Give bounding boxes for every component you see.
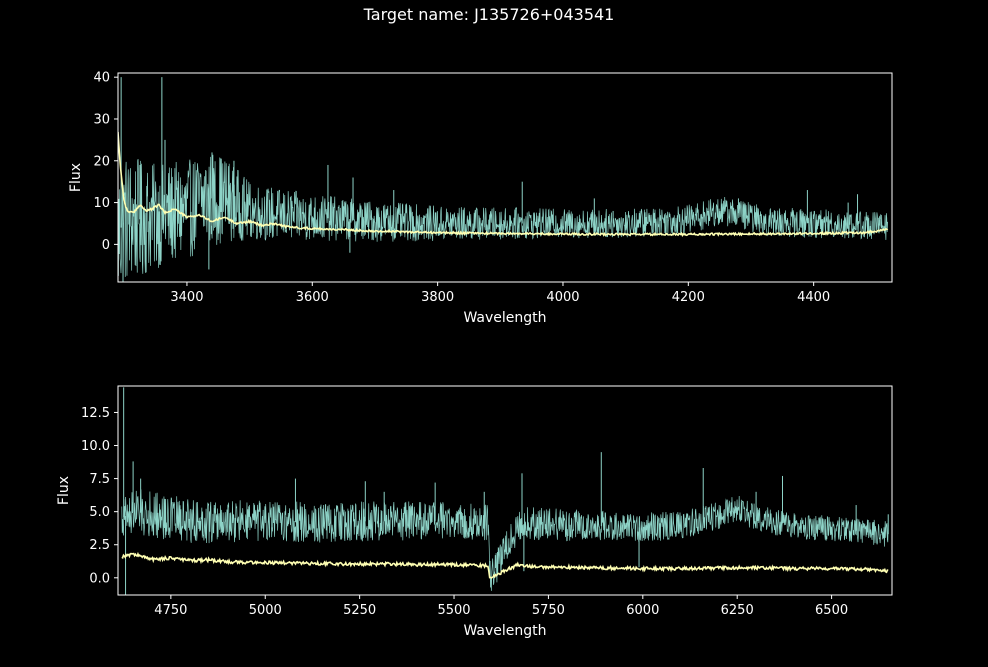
x-tick-label: 5500 <box>437 603 470 618</box>
y-axis-label: Flux <box>68 163 84 192</box>
x-tick-label: 3800 <box>421 290 454 305</box>
x-tick-label: 4000 <box>546 290 579 305</box>
x-tick-label: 4400 <box>797 290 830 305</box>
y-tick-label: 10.0 <box>81 439 110 454</box>
y-tick-label: 30 <box>93 112 110 127</box>
y-tick-label: 40 <box>93 71 110 86</box>
flux-series-line <box>118 154 888 282</box>
x-tick-label: 6250 <box>721 603 754 618</box>
y-tick-label: 20 <box>93 154 110 169</box>
axes-frame <box>117 72 893 283</box>
y-tick-label: 0 <box>102 238 110 253</box>
y-tick-label: 2.5 <box>89 538 110 553</box>
y-tick-label: 5.0 <box>89 505 110 520</box>
y-tick-label: 12.5 <box>81 406 110 421</box>
x-axis-label: Wavelength <box>463 623 546 639</box>
y-tick-label: 7.5 <box>89 472 110 487</box>
axes-frame <box>117 385 893 596</box>
x-tick-label: 3600 <box>296 290 329 305</box>
plot-area <box>121 387 889 595</box>
flux-series-line <box>121 489 889 591</box>
error-series-line <box>118 131 889 238</box>
top-spectrum-panel: 3400 3600 3800 4000 4200 4400 0 10 20 30 40 Wavelen… <box>68 71 893 326</box>
x-axis-label: Wavelength <box>463 310 546 326</box>
x-tick-label: 4200 <box>672 290 705 305</box>
x-tick-label: 5750 <box>532 603 565 618</box>
y-axis-label: Flux <box>56 476 72 505</box>
bottom-spectrum-panel: 4750 5000 5250 5500 5750 6000 6250 6500 0.0 2.5 5.… <box>56 385 893 639</box>
x-tick-label: 3400 <box>170 290 203 305</box>
y-tick-label: 0.0 <box>89 571 110 586</box>
x-tick-label: 6500 <box>815 603 848 618</box>
error-series-line <box>121 551 889 579</box>
y-tick-label: 10 <box>93 196 110 211</box>
x-tick-label: 6000 <box>626 603 659 618</box>
plot-area <box>118 77 889 282</box>
x-tick-label: 4750 <box>154 603 187 618</box>
x-tick-label: 5000 <box>249 603 282 618</box>
figure-title: Target name: J135726+043541 <box>363 5 615 24</box>
x-tick-label: 5250 <box>343 603 376 618</box>
